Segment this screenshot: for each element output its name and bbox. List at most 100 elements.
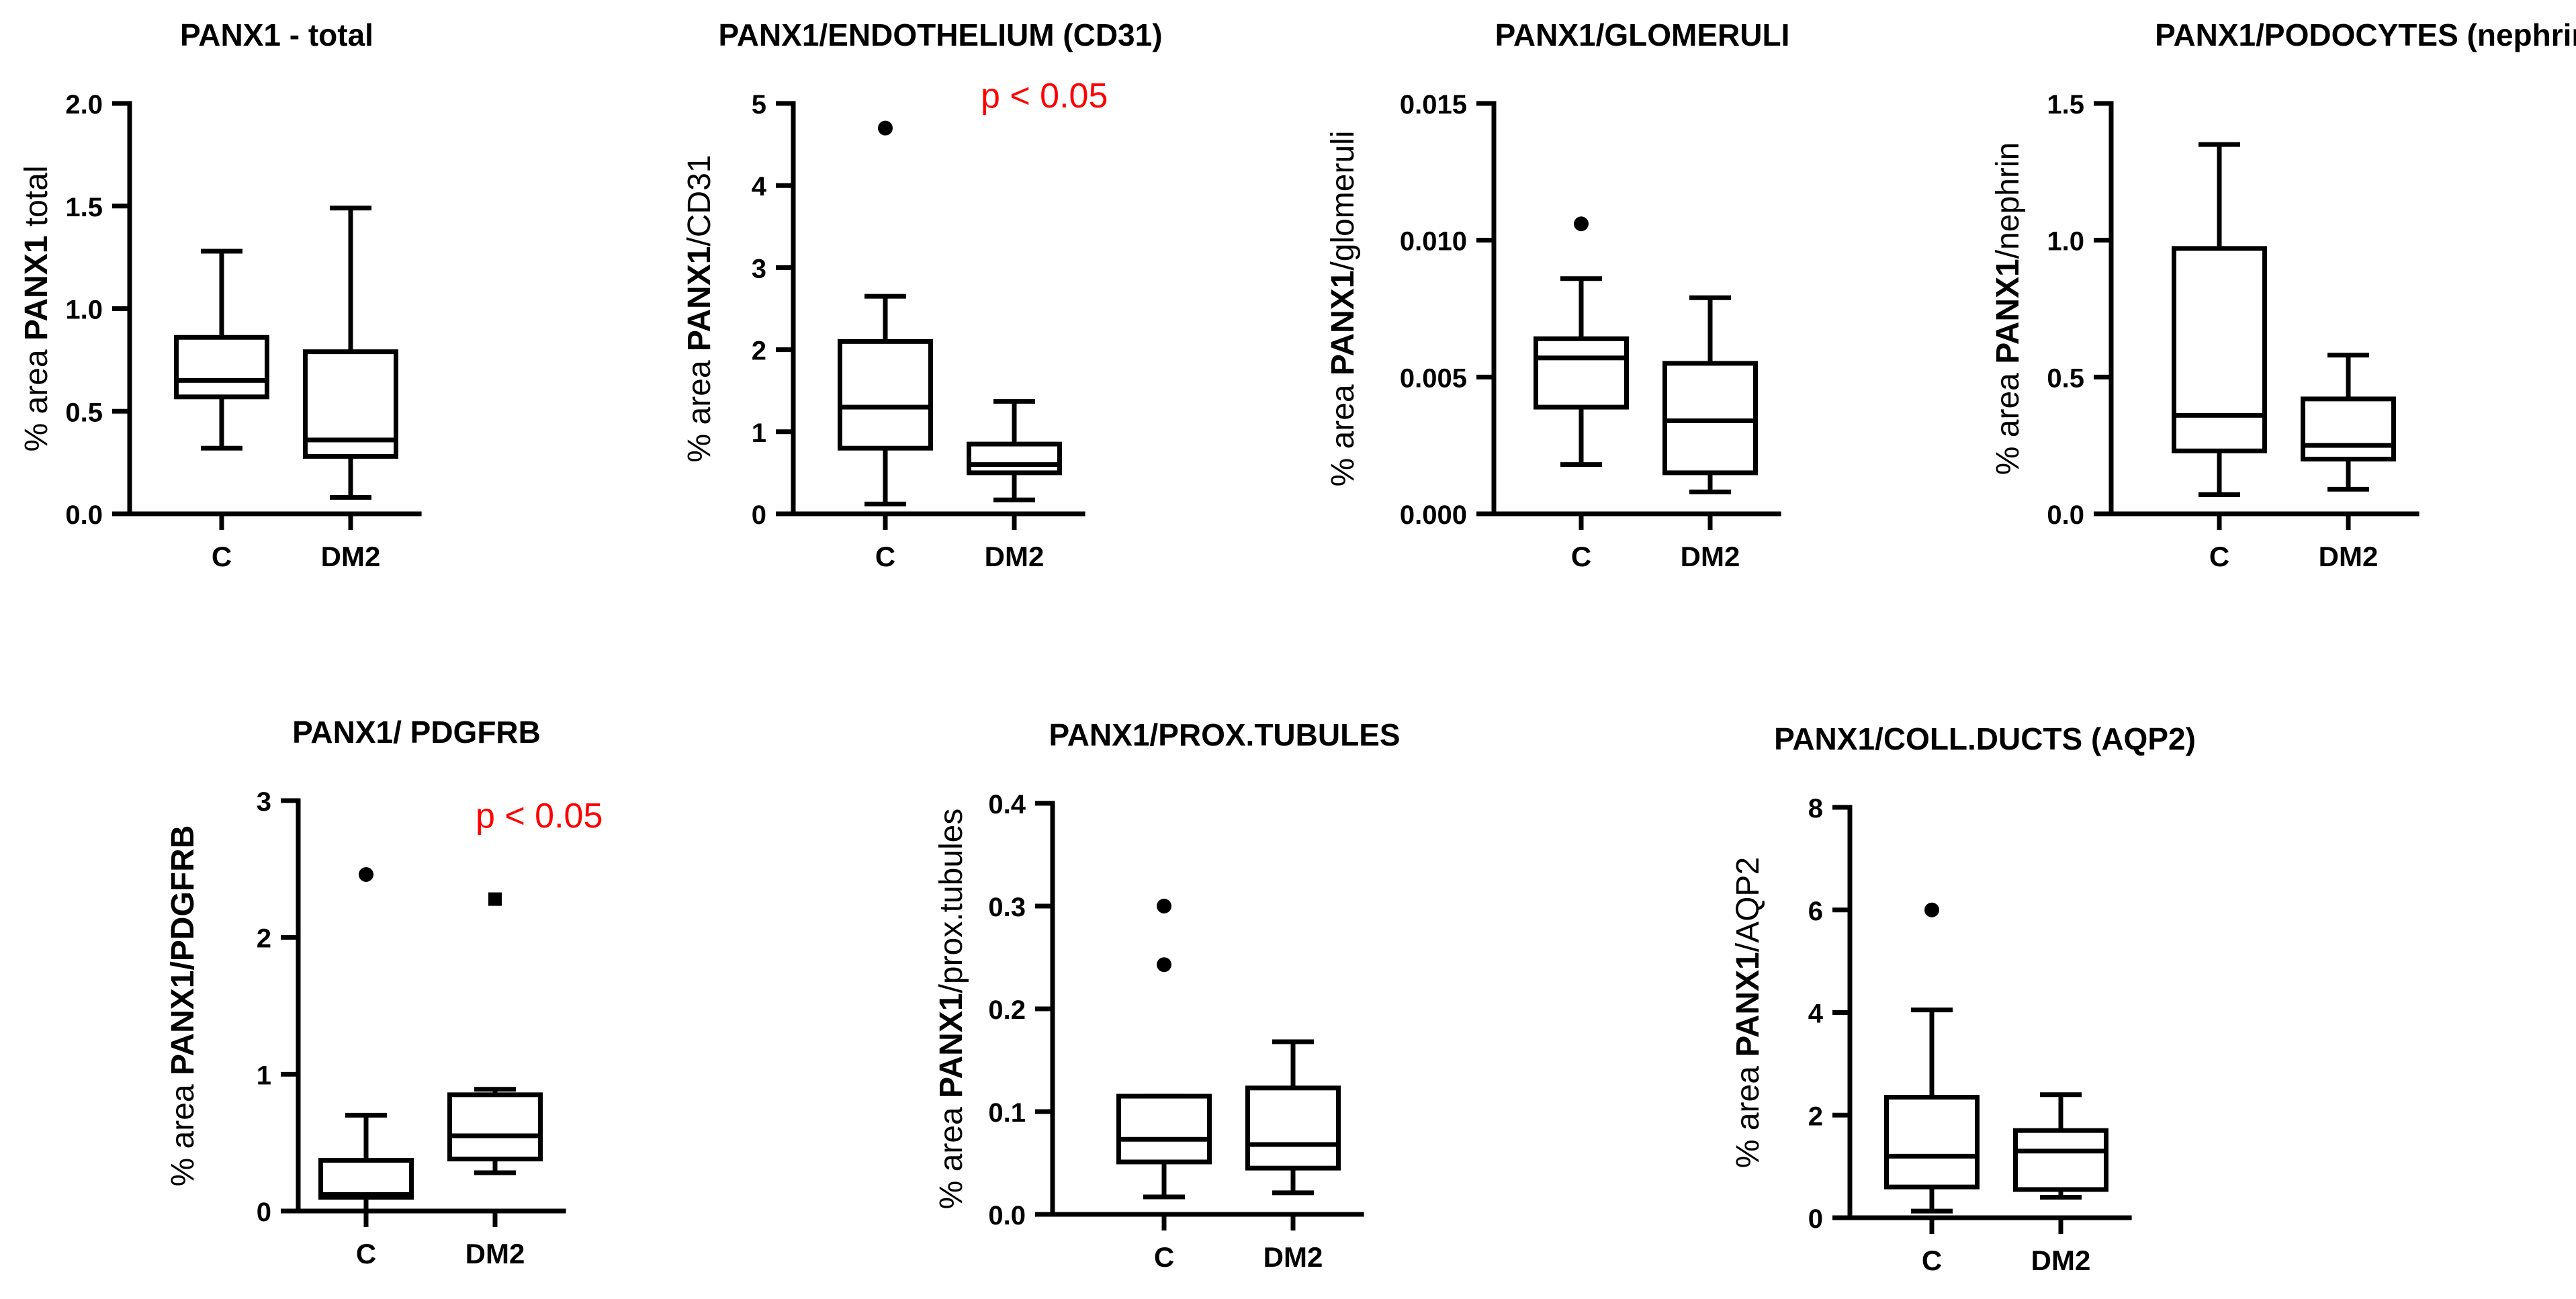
iqr-box bbox=[1116, 1093, 1212, 1165]
y-tick-label: 0.0 bbox=[65, 500, 103, 530]
iqr-box bbox=[318, 1158, 414, 1200]
iqr-box bbox=[967, 441, 1062, 476]
y-tick-label: 0.4 bbox=[988, 790, 1026, 819]
y-tick-label: 0 bbox=[257, 1198, 271, 1227]
y-tick-label: 6 bbox=[1808, 897, 1823, 926]
x-tick-label: DM2 bbox=[985, 541, 1045, 572]
y-tick-label: 2.0 bbox=[65, 90, 103, 120]
chart-title: PANX1/PODOCYTES (nephrin) bbox=[2155, 17, 2576, 52]
box-c bbox=[2172, 142, 2267, 497]
y-tick-label: 1.5 bbox=[2047, 90, 2084, 120]
x-tick-label: DM2 bbox=[1263, 1241, 1323, 1273]
panel: PANX1/ PDGFRB 0 1 2 3 C DM2 % area PANX1/PDGFRB… bbox=[165, 715, 603, 1269]
y-tick-label: 0.0 bbox=[988, 1201, 1026, 1230]
y-tick-label: 5 bbox=[752, 90, 766, 120]
chart-title: PANX1/PROX.TUBULES bbox=[1049, 717, 1400, 752]
x-tick-label: DM2 bbox=[321, 541, 381, 572]
panel: PANX1/PODOCYTES (nephrin) 0.0 0.5 1.0 1.5 C DM… bbox=[1990, 17, 2576, 572]
chart-title: PANX1/COLL.DUCTS (AQP2) bbox=[1774, 721, 2196, 756]
outlier-point bbox=[878, 120, 893, 136]
y-tick-label: 2 bbox=[257, 924, 271, 954]
y-tick-label: 1 bbox=[257, 1061, 271, 1090]
box-dm2 bbox=[447, 892, 543, 1175]
box-dm2 bbox=[967, 399, 1062, 502]
y-tick-label: 4 bbox=[752, 172, 767, 201]
y-tick-label: 0 bbox=[1808, 1204, 1823, 1234]
chart-title: PANX1/ PDGFRB bbox=[292, 715, 541, 750]
significance-label: p < 0.05 bbox=[981, 77, 1108, 116]
outlier-point bbox=[488, 892, 502, 906]
y-axis-label: % area PANX1/CD31 bbox=[682, 155, 717, 463]
iqr-box bbox=[2301, 396, 2396, 462]
y-tick-label: 8 bbox=[1808, 794, 1823, 823]
iqr-box bbox=[838, 339, 933, 451]
y-tick-label: 0.0 bbox=[2047, 500, 2084, 530]
y-tick-label: 0.000 bbox=[1400, 500, 1467, 530]
y-axis-label: % area PANX1/prox.tubules bbox=[934, 809, 969, 1210]
y-axis-label: % area PANX1/PDGFRB bbox=[165, 825, 201, 1187]
box-dm2 bbox=[2301, 353, 2396, 492]
y-tick-label: 0.5 bbox=[65, 398, 103, 427]
y-tick-label: 3 bbox=[752, 254, 766, 283]
x-tick-label: C bbox=[356, 1238, 376, 1269]
y-tick-label: 2 bbox=[752, 337, 766, 366]
chart-title: PANX1/ENDOTHELIUM (CD31) bbox=[718, 17, 1162, 52]
x-tick-label: C bbox=[1922, 1245, 1942, 1276]
box-c bbox=[174, 249, 269, 451]
y-tick-label: 1.0 bbox=[2047, 227, 2084, 257]
box-dm2 bbox=[1245, 1039, 1341, 1196]
y-tick-label: 0.015 bbox=[1400, 90, 1467, 120]
outlier-point bbox=[359, 866, 373, 882]
y-tick-label: 4 bbox=[1808, 999, 1824, 1029]
x-tick-label: DM2 bbox=[465, 1238, 525, 1269]
box-c bbox=[318, 866, 414, 1214]
y-tick-label: 3 bbox=[257, 787, 271, 817]
y-tick-label: 1 bbox=[752, 418, 766, 448]
panel: PANX1 - total 0.0 0.5 1.0 1.5 2.0 C DM2 % area P… bbox=[19, 17, 422, 572]
x-tick-label: C bbox=[875, 541, 895, 572]
box-dm2 bbox=[1662, 295, 1758, 494]
iqr-box bbox=[1534, 336, 1629, 410]
panel: PANX1/ENDOTHELIUM (CD31) 0 1 2 3 4 5 C DM2 % area… bbox=[682, 17, 1163, 572]
iqr-box bbox=[1884, 1095, 1980, 1190]
y-tick-label: 0.010 bbox=[1400, 227, 1467, 257]
y-tick-label: 0 bbox=[752, 500, 766, 530]
panel: PANX1/PROX.TUBULES 0.0 0.1 0.2 0.3 0.4 C DM2 % a… bbox=[934, 717, 1401, 1273]
outlier-point bbox=[1924, 902, 1939, 917]
y-tick-label: 0.2 bbox=[988, 995, 1026, 1025]
y-axis-label: % area PANX1 total bbox=[19, 166, 54, 452]
box-dm2 bbox=[303, 206, 398, 500]
significance-label: p < 0.05 bbox=[476, 797, 603, 836]
outlier-point bbox=[1157, 957, 1171, 973]
y-axis-label: % area PANX1/nephrin bbox=[1990, 142, 2026, 475]
x-tick-label: DM2 bbox=[1681, 541, 1740, 572]
y-tick-label: 2 bbox=[1808, 1102, 1823, 1131]
box-c bbox=[1534, 216, 1629, 467]
box-c bbox=[1116, 899, 1212, 1200]
x-tick-label: DM2 bbox=[2319, 541, 2379, 572]
iqr-box bbox=[174, 334, 269, 400]
box-c bbox=[1884, 902, 1980, 1214]
y-tick-label: 0.5 bbox=[2047, 363, 2084, 393]
y-axis-label: % area PANX1/glomeruli bbox=[1325, 131, 1361, 487]
outlier-point bbox=[1157, 899, 1171, 913]
outlier-point bbox=[1574, 216, 1589, 232]
chart-title: PANX1/GLOMERULI bbox=[1495, 17, 1790, 52]
iqr-box bbox=[303, 349, 398, 459]
iqr-box bbox=[1662, 361, 1758, 476]
x-tick-label: C bbox=[1154, 1241, 1174, 1273]
y-axis-label: % area PANX1/AQP2 bbox=[1730, 857, 1766, 1168]
iqr-box bbox=[2013, 1128, 2108, 1192]
chart-title: PANX1 - total bbox=[180, 17, 373, 52]
panel: PANX1/GLOMERULI 0.000 0.005 0.010 0.015 C DM2%… bbox=[1325, 17, 1789, 572]
y-tick-label: 0.1 bbox=[988, 1098, 1026, 1128]
iqr-box bbox=[447, 1092, 543, 1162]
x-tick-label: C bbox=[2209, 541, 2229, 572]
panel: PANX1/COLL.DUCTS (AQP2) 0 2 4 6 8 C DM2 % area P… bbox=[1730, 721, 2196, 1276]
iqr-box bbox=[1245, 1085, 1341, 1171]
box-c bbox=[838, 120, 933, 506]
x-tick-label: C bbox=[212, 541, 232, 572]
x-tick-label: C bbox=[1571, 541, 1591, 572]
y-tick-label: 1.0 bbox=[65, 296, 103, 325]
